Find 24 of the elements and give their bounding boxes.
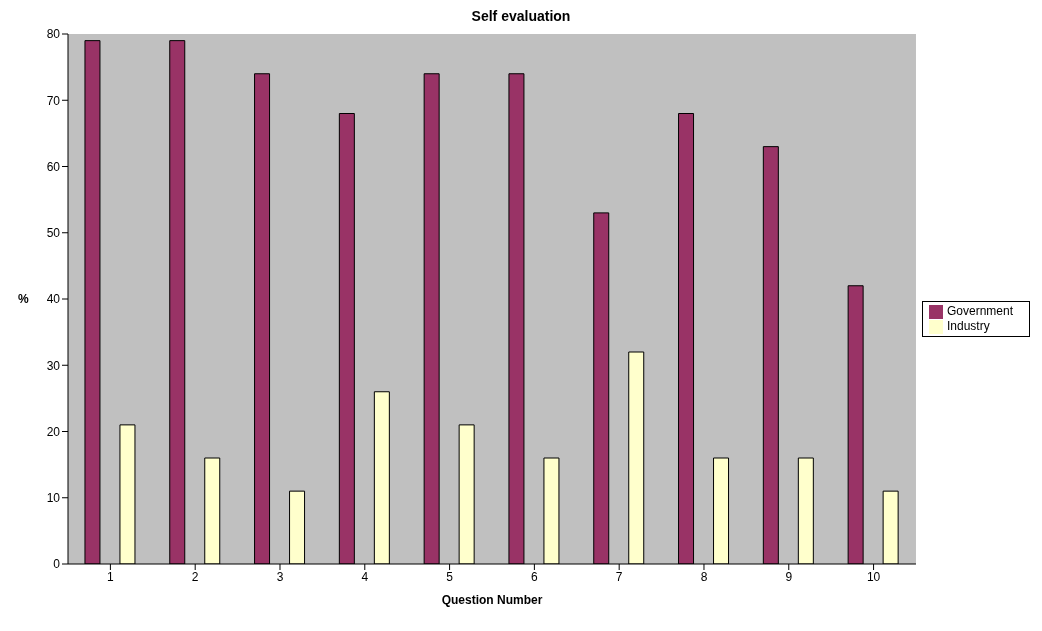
x-tick-label: 2 [191, 569, 199, 584]
x-tick-label: 9 [785, 569, 793, 584]
y-tick-label: 40 [46, 292, 61, 307]
x-tick-label: 4 [361, 569, 369, 584]
legend-label: Industry [946, 319, 990, 333]
x-tick-label: 3 [276, 569, 284, 584]
y-tick-label: 70 [46, 93, 61, 108]
x-tick-label: 6 [531, 569, 539, 584]
y-tick-label: 50 [46, 226, 61, 241]
x-tick-label: 1 [107, 569, 115, 584]
y-tick-label: 20 [46, 424, 61, 439]
x-axis-title: Question Number [441, 593, 543, 607]
y-tick-label: 10 [46, 491, 61, 506]
y-axis-title: % [18, 292, 29, 307]
y-tick-label: 60 [46, 159, 61, 174]
x-tick-label: 10 [866, 569, 881, 584]
y-tick-label: 80 [46, 27, 61, 42]
x-tick-label: 7 [615, 569, 623, 584]
x-tick-label: 5 [446, 569, 454, 584]
chart-title: Self evaluation [470, 8, 572, 24]
legend-label: Government [946, 304, 1013, 319]
y-tick-label: 30 [46, 358, 61, 373]
x-tick-label: 8 [700, 569, 708, 584]
y-tick-label: 0 [53, 557, 61, 572]
